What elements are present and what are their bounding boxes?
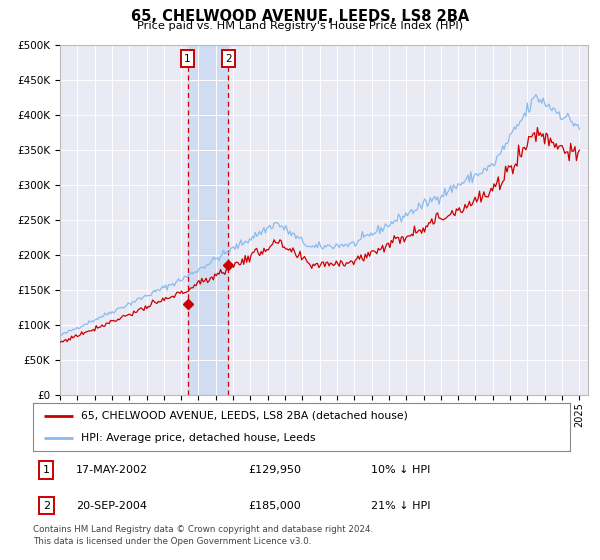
- Text: 21% ↓ HPI: 21% ↓ HPI: [371, 501, 431, 511]
- Text: 17-MAY-2002: 17-MAY-2002: [76, 465, 148, 475]
- Text: 1: 1: [43, 465, 50, 475]
- Text: £185,000: £185,000: [248, 501, 301, 511]
- Text: 65, CHELWOOD AVENUE, LEEDS, LS8 2BA: 65, CHELWOOD AVENUE, LEEDS, LS8 2BA: [131, 9, 469, 24]
- Bar: [188, 45, 228, 395]
- Text: 10% ↓ HPI: 10% ↓ HPI: [371, 465, 431, 475]
- Text: 2: 2: [225, 54, 232, 64]
- Text: Contains HM Land Registry data © Crown copyright and database right 2024.
This d: Contains HM Land Registry data © Crown c…: [33, 525, 373, 546]
- Text: HPI: Average price, detached house, Leeds: HPI: Average price, detached house, Leed…: [82, 433, 316, 444]
- Text: 2: 2: [43, 501, 50, 511]
- Text: 20-SEP-2004: 20-SEP-2004: [76, 501, 147, 511]
- Text: 65, CHELWOOD AVENUE, LEEDS, LS8 2BA (detached house): 65, CHELWOOD AVENUE, LEEDS, LS8 2BA (det…: [82, 410, 408, 421]
- Text: 1: 1: [184, 54, 191, 64]
- Text: Price paid vs. HM Land Registry's House Price Index (HPI): Price paid vs. HM Land Registry's House …: [137, 21, 463, 31]
- Text: £129,950: £129,950: [248, 465, 301, 475]
